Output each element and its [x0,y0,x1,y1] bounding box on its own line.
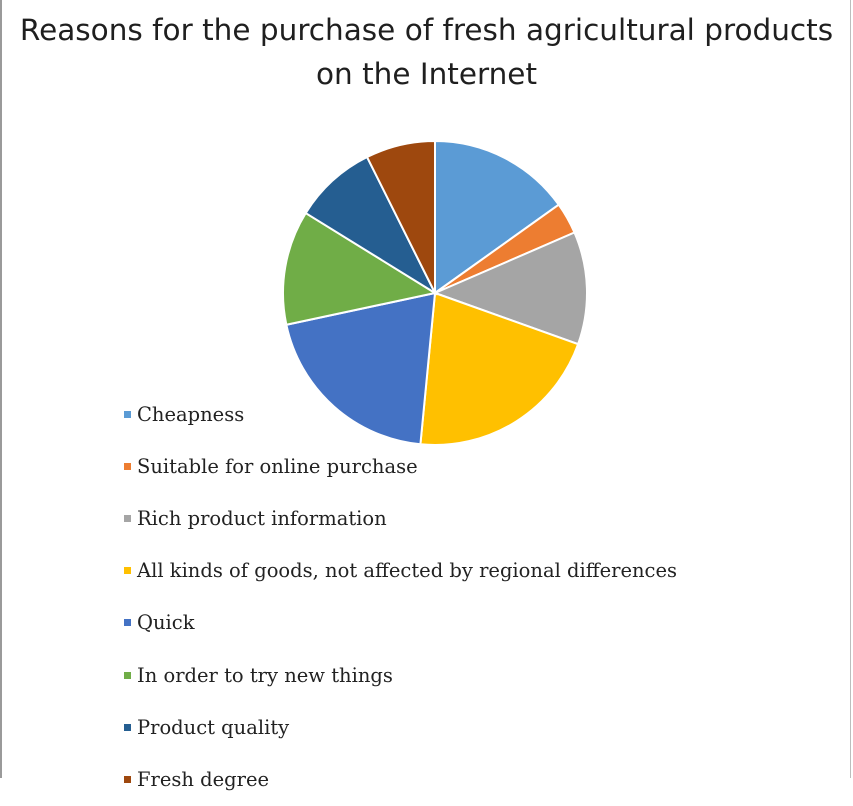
legend-item: Suitable for online purchase [124,440,677,492]
legend-item: Product quality [124,701,677,753]
pie-chart [282,139,588,446]
legend-label: Fresh degree [137,767,270,791]
pie-slice [285,291,437,446]
legend-swatch [124,462,131,470]
legend-swatch [124,671,131,679]
legend-item: All kinds of goods, not affected by regi… [124,545,677,597]
legend-item: Fresh degree [124,753,677,805]
pie-slice [432,231,588,346]
chart-title-line-2: on the Internet [315,57,538,91]
legend-label: Product quality [137,715,290,739]
legend-swatch [124,514,131,522]
legend-item: In order to try new things [124,649,677,701]
pie-slice [434,139,561,295]
legend-item: Quick [124,597,677,649]
legend-label: Suitable for online purchase [137,454,418,478]
legend-swatch [124,775,131,783]
legend-swatch [124,410,131,418]
legend-label: All kinds of goods, not affected by regi… [137,559,678,583]
pie-slice [419,291,580,446]
chart-legend: Cheapness Suitable for online purchase R… [124,388,677,806]
chart-frame [0,0,851,778]
pie-slice [282,211,438,326]
chart-title: Reasons for the purchase of fresh agricu… [0,8,853,96]
chart-title-line-1: Reasons for the purchase of fresh agricu… [19,13,834,47]
legend-swatch [124,567,131,575]
legend-label: Quick [137,611,195,635]
legend-swatch [124,723,131,731]
legend-item: Cheapness [124,388,677,440]
legend-label: Rich product information [137,506,387,530]
legend-swatch [124,619,131,627]
legend-label: In order to try new things [137,663,393,687]
pie-slice [365,139,436,294]
legend-item: Rich product information [124,492,677,544]
pie-slice [304,155,438,296]
legend-label: Cheapness [137,402,245,426]
